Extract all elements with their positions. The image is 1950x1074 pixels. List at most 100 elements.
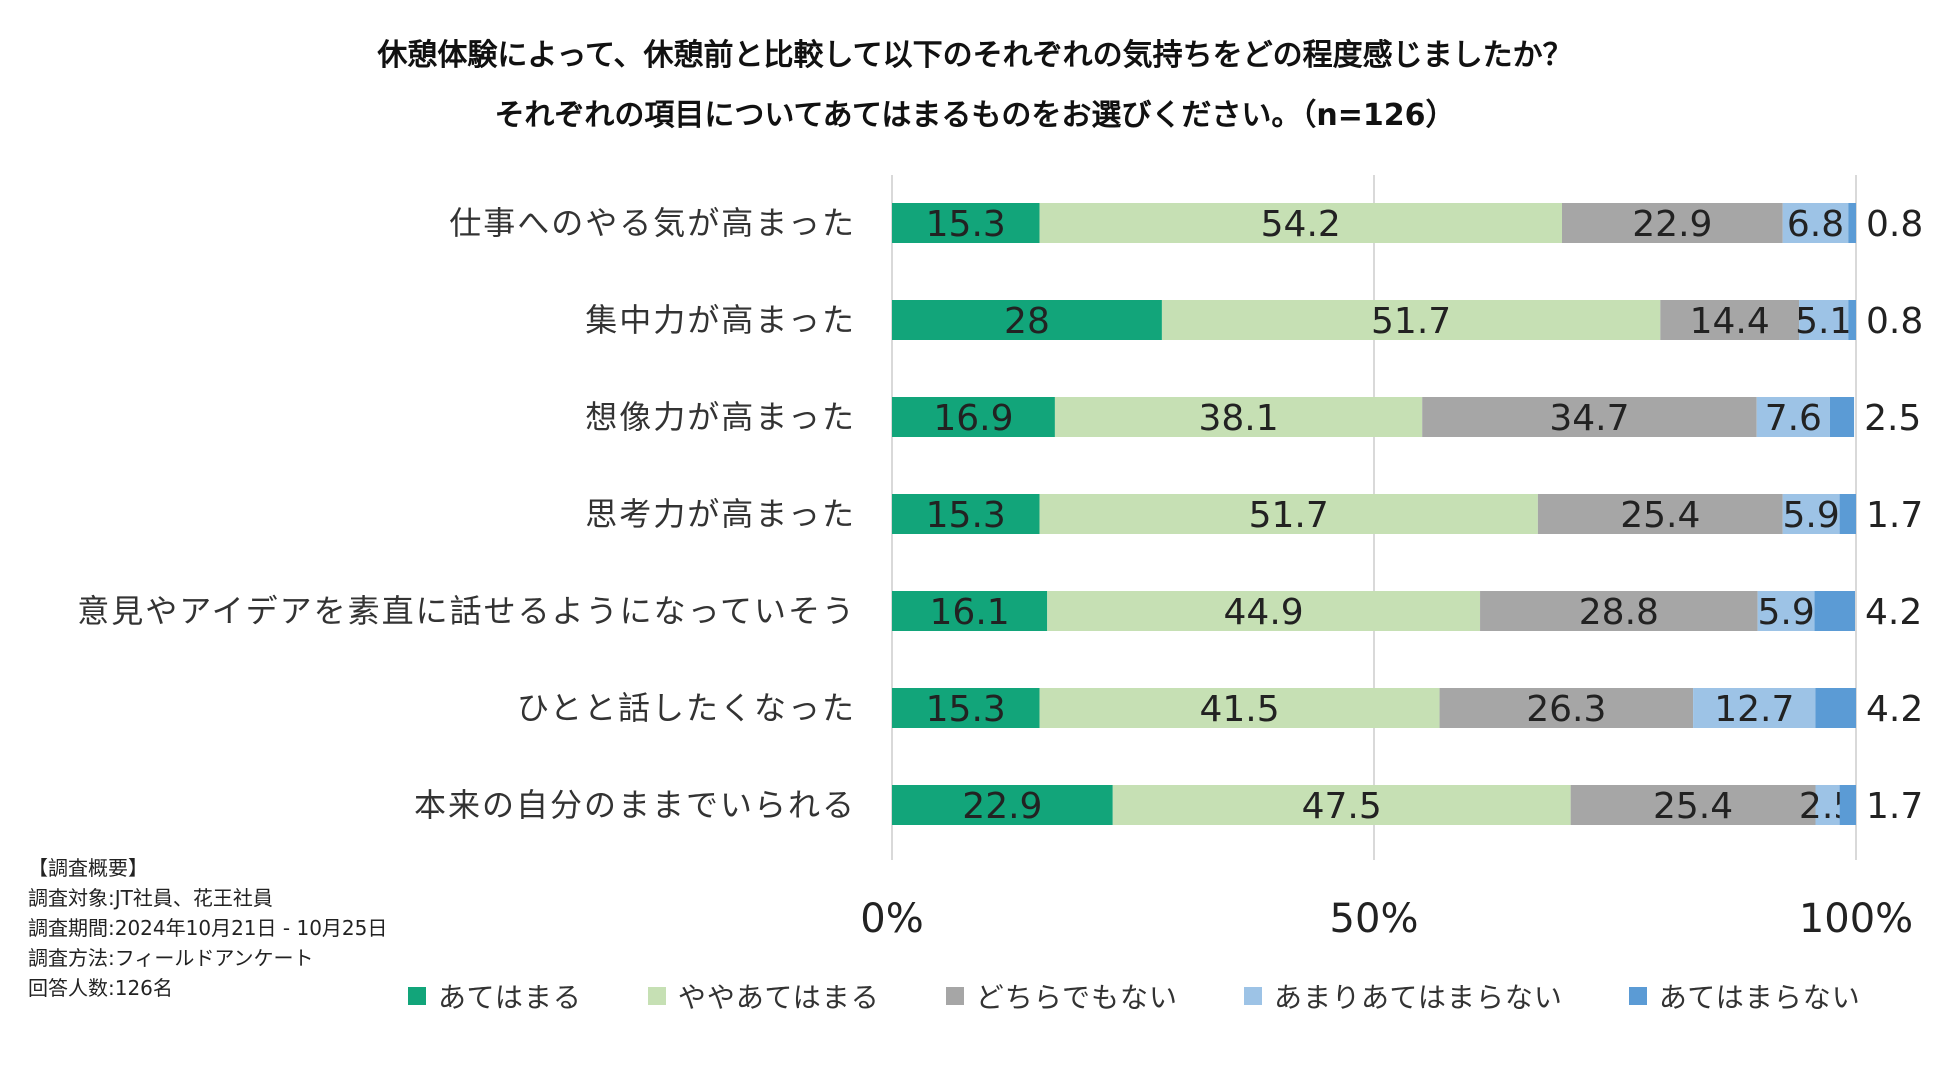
legend-label: ややあてはまる bbox=[677, 981, 880, 1014]
legend-item: あまりあてはまらない bbox=[1243, 976, 1563, 1016]
data-label: 25.4 bbox=[1620, 495, 1700, 536]
note-period: 調査期間:2024年10月21日 - 10月25日 bbox=[28, 916, 388, 940]
bar-segment bbox=[1561, 203, 1783, 243]
data-label: 16.1 bbox=[930, 592, 1010, 633]
bar-segment bbox=[1829, 397, 1855, 437]
legend: あてはまる ややあてはまる どちらでもない あまりあてはまらない あてはまらない bbox=[408, 976, 1861, 1016]
data-label: 51.7 bbox=[1249, 495, 1329, 536]
bar-segment bbox=[1439, 688, 1694, 728]
data-label: 7.6 bbox=[1765, 398, 1822, 439]
bar-segment bbox=[1112, 785, 1571, 825]
data-label: 54.2 bbox=[1261, 204, 1341, 245]
note-method: 調査方法:フィールドアンケート bbox=[28, 946, 314, 970]
data-label: 0.8 bbox=[1866, 204, 1923, 245]
data-label: 5.9 bbox=[1783, 495, 1840, 536]
legend-swatch bbox=[647, 987, 666, 1005]
data-label: 38.1 bbox=[1198, 398, 1278, 439]
x-tick-label: 100% bbox=[1799, 896, 1913, 942]
bar-segment bbox=[1039, 688, 1440, 728]
data-label: 12.7 bbox=[1714, 689, 1794, 730]
legend-swatch bbox=[1628, 987, 1647, 1005]
bar-segment bbox=[1480, 591, 1758, 631]
bar-segment bbox=[1757, 591, 1815, 631]
data-label: 1.7 bbox=[1866, 786, 1923, 827]
data-label: 47.5 bbox=[1302, 786, 1382, 827]
legend-label: あまりあてはまらない bbox=[1273, 981, 1563, 1014]
data-label: 41.5 bbox=[1199, 689, 1279, 730]
category-label: 想像力が高まった bbox=[585, 398, 856, 436]
category-label: ひとと話したくなった bbox=[517, 689, 856, 727]
bar-segment bbox=[1839, 785, 1856, 825]
data-label: 5.9 bbox=[1757, 592, 1814, 633]
bar-segment bbox=[892, 591, 1048, 631]
note-heading: 【調査概要】 bbox=[28, 856, 148, 880]
bar-segment bbox=[1815, 688, 1856, 728]
legend-swatch bbox=[945, 987, 964, 1005]
legend-item: あてはまる bbox=[408, 976, 582, 1016]
chart-subtitle: それぞれの項目についてあてはまるものをお選びください。（n=126） bbox=[494, 98, 1456, 133]
bar-segment bbox=[892, 397, 1055, 437]
bar-segment bbox=[1839, 494, 1856, 534]
data-label: 44.9 bbox=[1224, 592, 1304, 633]
bar-segment bbox=[1039, 494, 1538, 534]
bar-segment bbox=[1782, 203, 1849, 243]
note-respondents: 回答人数:126名 bbox=[28, 976, 173, 1000]
bar-segment bbox=[892, 300, 1162, 340]
data-label: 14.4 bbox=[1690, 301, 1770, 342]
data-label: 28.8 bbox=[1579, 592, 1659, 633]
data-label: 16.9 bbox=[933, 398, 1013, 439]
data-label: 22.9 bbox=[1632, 204, 1712, 245]
category-label: 思考力が高まった bbox=[585, 495, 856, 533]
bar-segment bbox=[1570, 785, 1816, 825]
bar-segment bbox=[1848, 300, 1856, 340]
data-label: 2.5 bbox=[1864, 398, 1921, 439]
legend-label: あてはまらない bbox=[1658, 981, 1861, 1014]
data-label: 22.9 bbox=[962, 786, 1042, 827]
x-tick-label: 0% bbox=[860, 896, 923, 942]
bar-segment bbox=[1693, 688, 1816, 728]
x-tick-label: 50% bbox=[1330, 896, 1419, 942]
category-label: 本来の自分のままでいられる bbox=[414, 786, 856, 824]
data-label: 6.8 bbox=[1787, 204, 1844, 245]
legend-item: あてはまらない bbox=[1628, 976, 1861, 1016]
data-label: 25.4 bbox=[1653, 786, 1733, 827]
bar-segment bbox=[1047, 591, 1481, 631]
data-label: 4.2 bbox=[1866, 689, 1923, 730]
data-label: 1.7 bbox=[1866, 495, 1923, 536]
bar-segment bbox=[1799, 300, 1849, 340]
bar-segment bbox=[892, 494, 1040, 534]
data-label: 28 bbox=[1004, 301, 1050, 342]
data-label: 4.2 bbox=[1865, 592, 1922, 633]
data-label: 51.7 bbox=[1371, 301, 1451, 342]
chart-title: 休憩体験によって、休憩前と比較して以下のそれぞれの気持ちをどの程度感じましたか？ bbox=[377, 38, 1573, 73]
data-label: 26.3 bbox=[1526, 689, 1606, 730]
bar-segment bbox=[1422, 397, 1757, 437]
legend-item: どちらでもない bbox=[945, 976, 1178, 1016]
category-label: 意見やアイデアを素直に話せるようになっていそう bbox=[77, 592, 856, 630]
legend-swatch bbox=[408, 987, 426, 1005]
category-label: 集中力が高まった bbox=[585, 301, 856, 339]
category-label: 仕事へのやる気が高まった bbox=[449, 204, 856, 242]
bar-segment bbox=[1756, 397, 1830, 437]
bar-segment bbox=[1814, 591, 1856, 631]
bar-segment bbox=[892, 785, 1113, 825]
bar-segment bbox=[1537, 494, 1783, 534]
bar-segment bbox=[1848, 203, 1856, 243]
data-label: 5.1 bbox=[1795, 301, 1852, 342]
bar-segment bbox=[1815, 785, 1840, 825]
bar-segment bbox=[1161, 300, 1661, 340]
legend-swatch bbox=[1243, 987, 1262, 1005]
bar-segment bbox=[1039, 203, 1562, 243]
data-label: 15.3 bbox=[926, 204, 1006, 245]
data-label: 15.3 bbox=[926, 495, 1006, 536]
bar-segment bbox=[1054, 397, 1423, 437]
bar-segment bbox=[1782, 494, 1840, 534]
bar-segment bbox=[892, 203, 1040, 243]
bar-segment bbox=[1660, 300, 1800, 340]
data-label: 34.7 bbox=[1549, 398, 1629, 439]
legend-item: ややあてはまる bbox=[647, 976, 880, 1016]
data-label: 15.3 bbox=[926, 689, 1006, 730]
note-target: 調査対象:JT社員、花王社員 bbox=[28, 886, 273, 910]
